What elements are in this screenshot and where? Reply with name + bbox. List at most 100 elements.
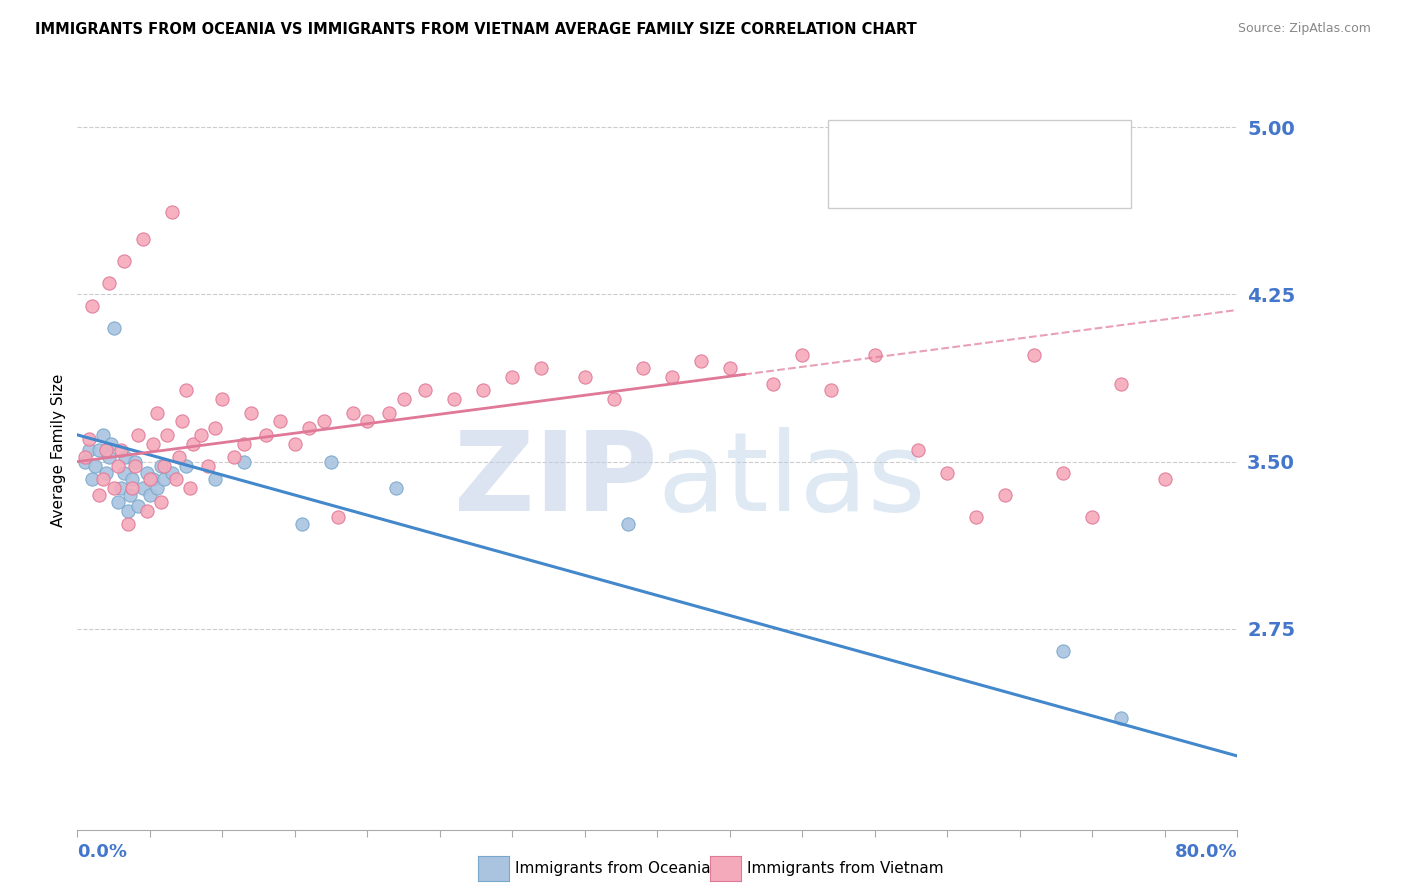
Point: [121, 482, 143, 496]
Point: [107, 495, 129, 509]
Point: [96, 443, 118, 458]
Point: [150, 495, 173, 509]
Point: [211, 392, 233, 407]
Point: [1081, 510, 1104, 524]
Point: [1111, 711, 1133, 725]
Point: [994, 488, 1017, 502]
Point: [530, 361, 553, 376]
Point: [689, 354, 711, 368]
Point: [413, 384, 436, 398]
Point: [165, 473, 187, 487]
Point: [93, 428, 115, 442]
Point: [385, 482, 408, 496]
Point: [240, 405, 263, 419]
Point: [117, 516, 139, 531]
Point: [1052, 466, 1074, 480]
Text: ZIP: ZIP: [454, 427, 658, 534]
Point: [863, 348, 886, 362]
Point: [269, 414, 291, 429]
Point: [170, 414, 193, 429]
Y-axis label: Average Family Size: Average Family Size: [51, 374, 66, 527]
Point: [146, 405, 169, 419]
Point: [762, 376, 785, 391]
Point: [443, 392, 465, 407]
Point: [103, 482, 125, 496]
Point: [114, 450, 136, 464]
Point: [1153, 473, 1175, 487]
Point: [83, 459, 105, 474]
Point: [233, 436, 256, 450]
Point: [100, 436, 122, 450]
Point: [718, 361, 741, 376]
Point: [328, 510, 350, 524]
Point: [107, 459, 129, 474]
Point: [93, 473, 115, 487]
Point: [121, 473, 143, 487]
Point: [174, 459, 197, 474]
Point: [603, 392, 626, 407]
Point: [142, 473, 165, 487]
Text: 80.0%: 80.0%: [1174, 843, 1237, 861]
Point: [936, 466, 959, 480]
Point: [174, 384, 197, 398]
Point: [631, 361, 654, 376]
Text: 0.0%: 0.0%: [77, 843, 128, 861]
Text: R =  0.204  N = 71: R = 0.204 N = 71: [886, 172, 1066, 190]
Point: [87, 488, 110, 502]
Text: R = -0.308  N = 36: R = -0.308 N = 36: [886, 136, 1066, 154]
Point: [150, 459, 173, 474]
Point: [820, 384, 842, 398]
Point: [312, 414, 335, 429]
Point: [127, 428, 149, 442]
Point: [298, 421, 321, 435]
Point: [153, 459, 176, 474]
Point: [342, 405, 364, 419]
Point: [1024, 348, 1046, 362]
Text: Source: ZipAtlas.com: Source: ZipAtlas.com: [1237, 22, 1371, 36]
Point: [153, 473, 176, 487]
Point: [197, 459, 219, 474]
Point: [1052, 644, 1074, 658]
Point: [131, 482, 153, 496]
Point: [378, 405, 401, 419]
Point: [284, 436, 307, 450]
Point: [98, 450, 121, 464]
Point: [87, 443, 110, 458]
Point: [183, 436, 205, 450]
Point: [80, 473, 103, 487]
Point: [96, 466, 118, 480]
Point: [319, 455, 342, 469]
Point: [204, 473, 226, 487]
Point: [118, 488, 141, 502]
Point: [124, 459, 146, 474]
Point: [792, 348, 814, 362]
Point: [146, 482, 169, 496]
Point: [124, 455, 146, 469]
Point: [392, 392, 415, 407]
Point: [110, 482, 132, 496]
Point: [222, 450, 245, 464]
Point: [204, 421, 226, 435]
Point: [103, 321, 125, 335]
Point: [139, 488, 162, 502]
Point: [233, 455, 256, 469]
Point: [142, 436, 165, 450]
Point: [117, 503, 139, 517]
Point: [127, 500, 149, 514]
Point: [617, 516, 640, 531]
Point: [291, 516, 314, 531]
Point: [73, 450, 96, 464]
Point: [356, 414, 378, 429]
Point: [254, 428, 277, 442]
Point: [472, 384, 495, 398]
Point: [112, 253, 135, 268]
Point: [98, 277, 121, 291]
Point: [156, 428, 179, 442]
Point: [574, 369, 596, 384]
Point: [965, 510, 987, 524]
Text: IMMIGRANTS FROM OCEANIA VS IMMIGRANTS FROM VIETNAM AVERAGE FAMILY SIZE CORRELATI: IMMIGRANTS FROM OCEANIA VS IMMIGRANTS FR…: [35, 22, 917, 37]
Text: Immigrants from Vietnam: Immigrants from Vietnam: [747, 862, 943, 876]
Point: [77, 433, 100, 447]
Text: atlas: atlas: [658, 427, 925, 534]
Point: [661, 369, 683, 384]
